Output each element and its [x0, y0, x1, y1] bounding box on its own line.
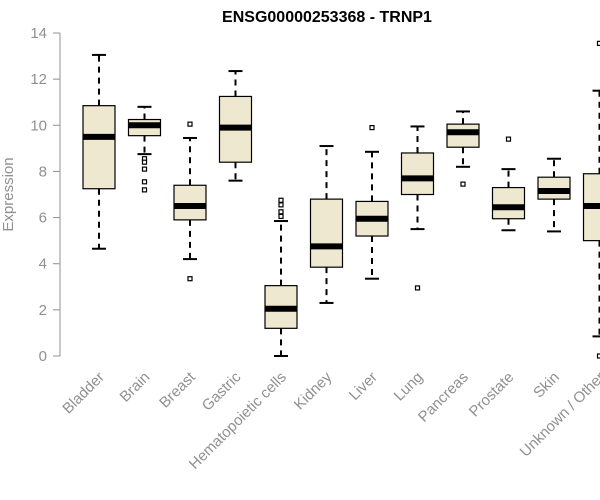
outlier-point [369, 124, 375, 131]
category-label: Liver [346, 369, 381, 404]
outlier-point [414, 285, 421, 291]
y-tick-label: 2 [39, 302, 47, 319]
box-skin [537, 157, 571, 233]
outlier-point [460, 181, 466, 187]
outlier-point [278, 202, 284, 208]
outlier-point [278, 213, 284, 220]
outlier-point [141, 179, 148, 185]
box-iqr [491, 186, 526, 220]
box-iqr [400, 152, 435, 196]
outlier-point [141, 166, 148, 172]
y-tick-label: 0 [39, 348, 47, 365]
chart-title: ENSG00000253368 - TRNP1 [222, 9, 432, 26]
category-label: Breast [156, 368, 199, 411]
box-pancreas [446, 110, 480, 187]
box-prostate [491, 136, 526, 232]
box-hematopoietic-cells [264, 197, 298, 357]
box-gastric [218, 70, 253, 182]
outlier-point [141, 159, 148, 165]
y-tick-label: 14 [30, 25, 47, 42]
box-unknown-other [582, 40, 600, 359]
outlier-point [278, 197, 284, 203]
y-tick-label: 12 [30, 71, 47, 88]
category-label: Pancreas [415, 369, 472, 426]
box-bladder [82, 53, 116, 250]
outlier-point [187, 121, 193, 127]
category-label: Lung [391, 369, 427, 405]
y-tick-label: 4 [39, 256, 47, 273]
box-brain [127, 105, 162, 193]
category-label: Brain [117, 369, 154, 406]
outlier-point [278, 209, 284, 215]
box-iqr [82, 105, 116, 190]
y-tick-label: 10 [30, 117, 47, 134]
box-iqr [309, 198, 344, 268]
box-liver [355, 124, 389, 280]
outlier-point [505, 136, 512, 142]
y-tick-label: 6 [39, 210, 47, 227]
category-label: Bladder [59, 369, 108, 418]
box-iqr [173, 184, 207, 221]
category-label: Kidney [291, 368, 336, 413]
category-label: Skin [530, 369, 563, 402]
y-tick-label: 8 [39, 163, 47, 180]
box-iqr [446, 123, 480, 148]
box-kidney [309, 145, 344, 304]
category-label: Prostate [466, 369, 518, 421]
outlier-point [187, 276, 193, 282]
box-lung [400, 125, 435, 291]
box-breast [173, 121, 207, 282]
y-axis-label: Expression [0, 157, 17, 231]
boxes-group [82, 40, 600, 359]
y-axis: 0 2 4 6 8 10 12 14 [30, 25, 61, 365]
outlier-point [141, 187, 148, 193]
